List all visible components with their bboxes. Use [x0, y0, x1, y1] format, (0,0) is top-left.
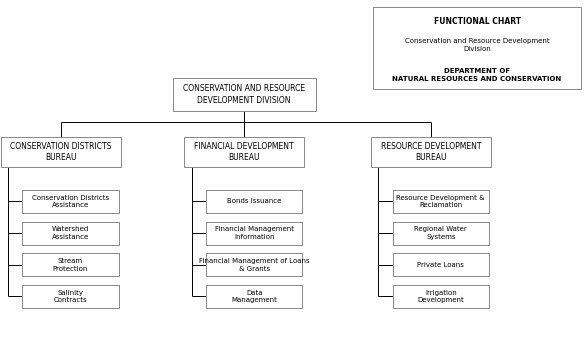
Text: Conservation and Resource Development
Division: Conservation and Resource Development Di… [405, 39, 549, 52]
FancyBboxPatch shape [206, 190, 302, 213]
Text: Data
Management: Data Management [231, 290, 277, 303]
Text: Bonds Issuance: Bonds Issuance [227, 198, 281, 205]
FancyBboxPatch shape [206, 222, 302, 245]
FancyBboxPatch shape [371, 136, 491, 167]
Text: Resource Development &
Reclamation: Resource Development & Reclamation [397, 195, 485, 208]
Text: Salinity
Contracts: Salinity Contracts [54, 290, 87, 303]
Text: Regional Water
Systems: Regional Water Systems [414, 226, 467, 240]
FancyBboxPatch shape [22, 285, 119, 308]
Text: Financial Management
Information: Financial Management Information [215, 226, 294, 240]
FancyBboxPatch shape [393, 190, 489, 213]
Text: Financial Management of Loans
& Grants: Financial Management of Loans & Grants [199, 258, 309, 272]
Text: Watershed
Assistance: Watershed Assistance [52, 226, 89, 240]
Text: FUNCTIONAL CHART: FUNCTIONAL CHART [433, 17, 521, 26]
FancyBboxPatch shape [1, 136, 121, 167]
Text: CONSERVATION DISTRICTS
BUREAU: CONSERVATION DISTRICTS BUREAU [10, 142, 111, 162]
FancyBboxPatch shape [22, 190, 119, 213]
Text: Stream
Protection: Stream Protection [53, 258, 88, 272]
Text: Conservation Districts
Assistance: Conservation Districts Assistance [32, 195, 109, 208]
FancyBboxPatch shape [393, 285, 489, 308]
FancyBboxPatch shape [206, 285, 302, 308]
FancyBboxPatch shape [173, 78, 316, 111]
Text: RESOURCE DEVELOPMENT
BUREAU: RESOURCE DEVELOPMENT BUREAU [381, 142, 481, 162]
Text: FINANCIAL DEVELOPMENT
BUREAU: FINANCIAL DEVELOPMENT BUREAU [194, 142, 294, 162]
Text: Irrigation
Development: Irrigation Development [418, 290, 464, 303]
Text: DEPARTMENT OF
NATURAL RESOURCES AND CONSERVATION: DEPARTMENT OF NATURAL RESOURCES AND CONS… [393, 68, 562, 82]
FancyBboxPatch shape [373, 7, 581, 89]
FancyBboxPatch shape [393, 222, 489, 245]
FancyBboxPatch shape [22, 222, 119, 245]
Text: Private Loans: Private Loans [417, 262, 464, 268]
Text: CONSERVATION AND RESOURCE
DEVELOPMENT DIVISION: CONSERVATION AND RESOURCE DEVELOPMENT DI… [183, 84, 305, 105]
FancyBboxPatch shape [184, 136, 304, 167]
FancyBboxPatch shape [22, 253, 119, 276]
FancyBboxPatch shape [206, 253, 302, 276]
FancyBboxPatch shape [393, 253, 489, 276]
